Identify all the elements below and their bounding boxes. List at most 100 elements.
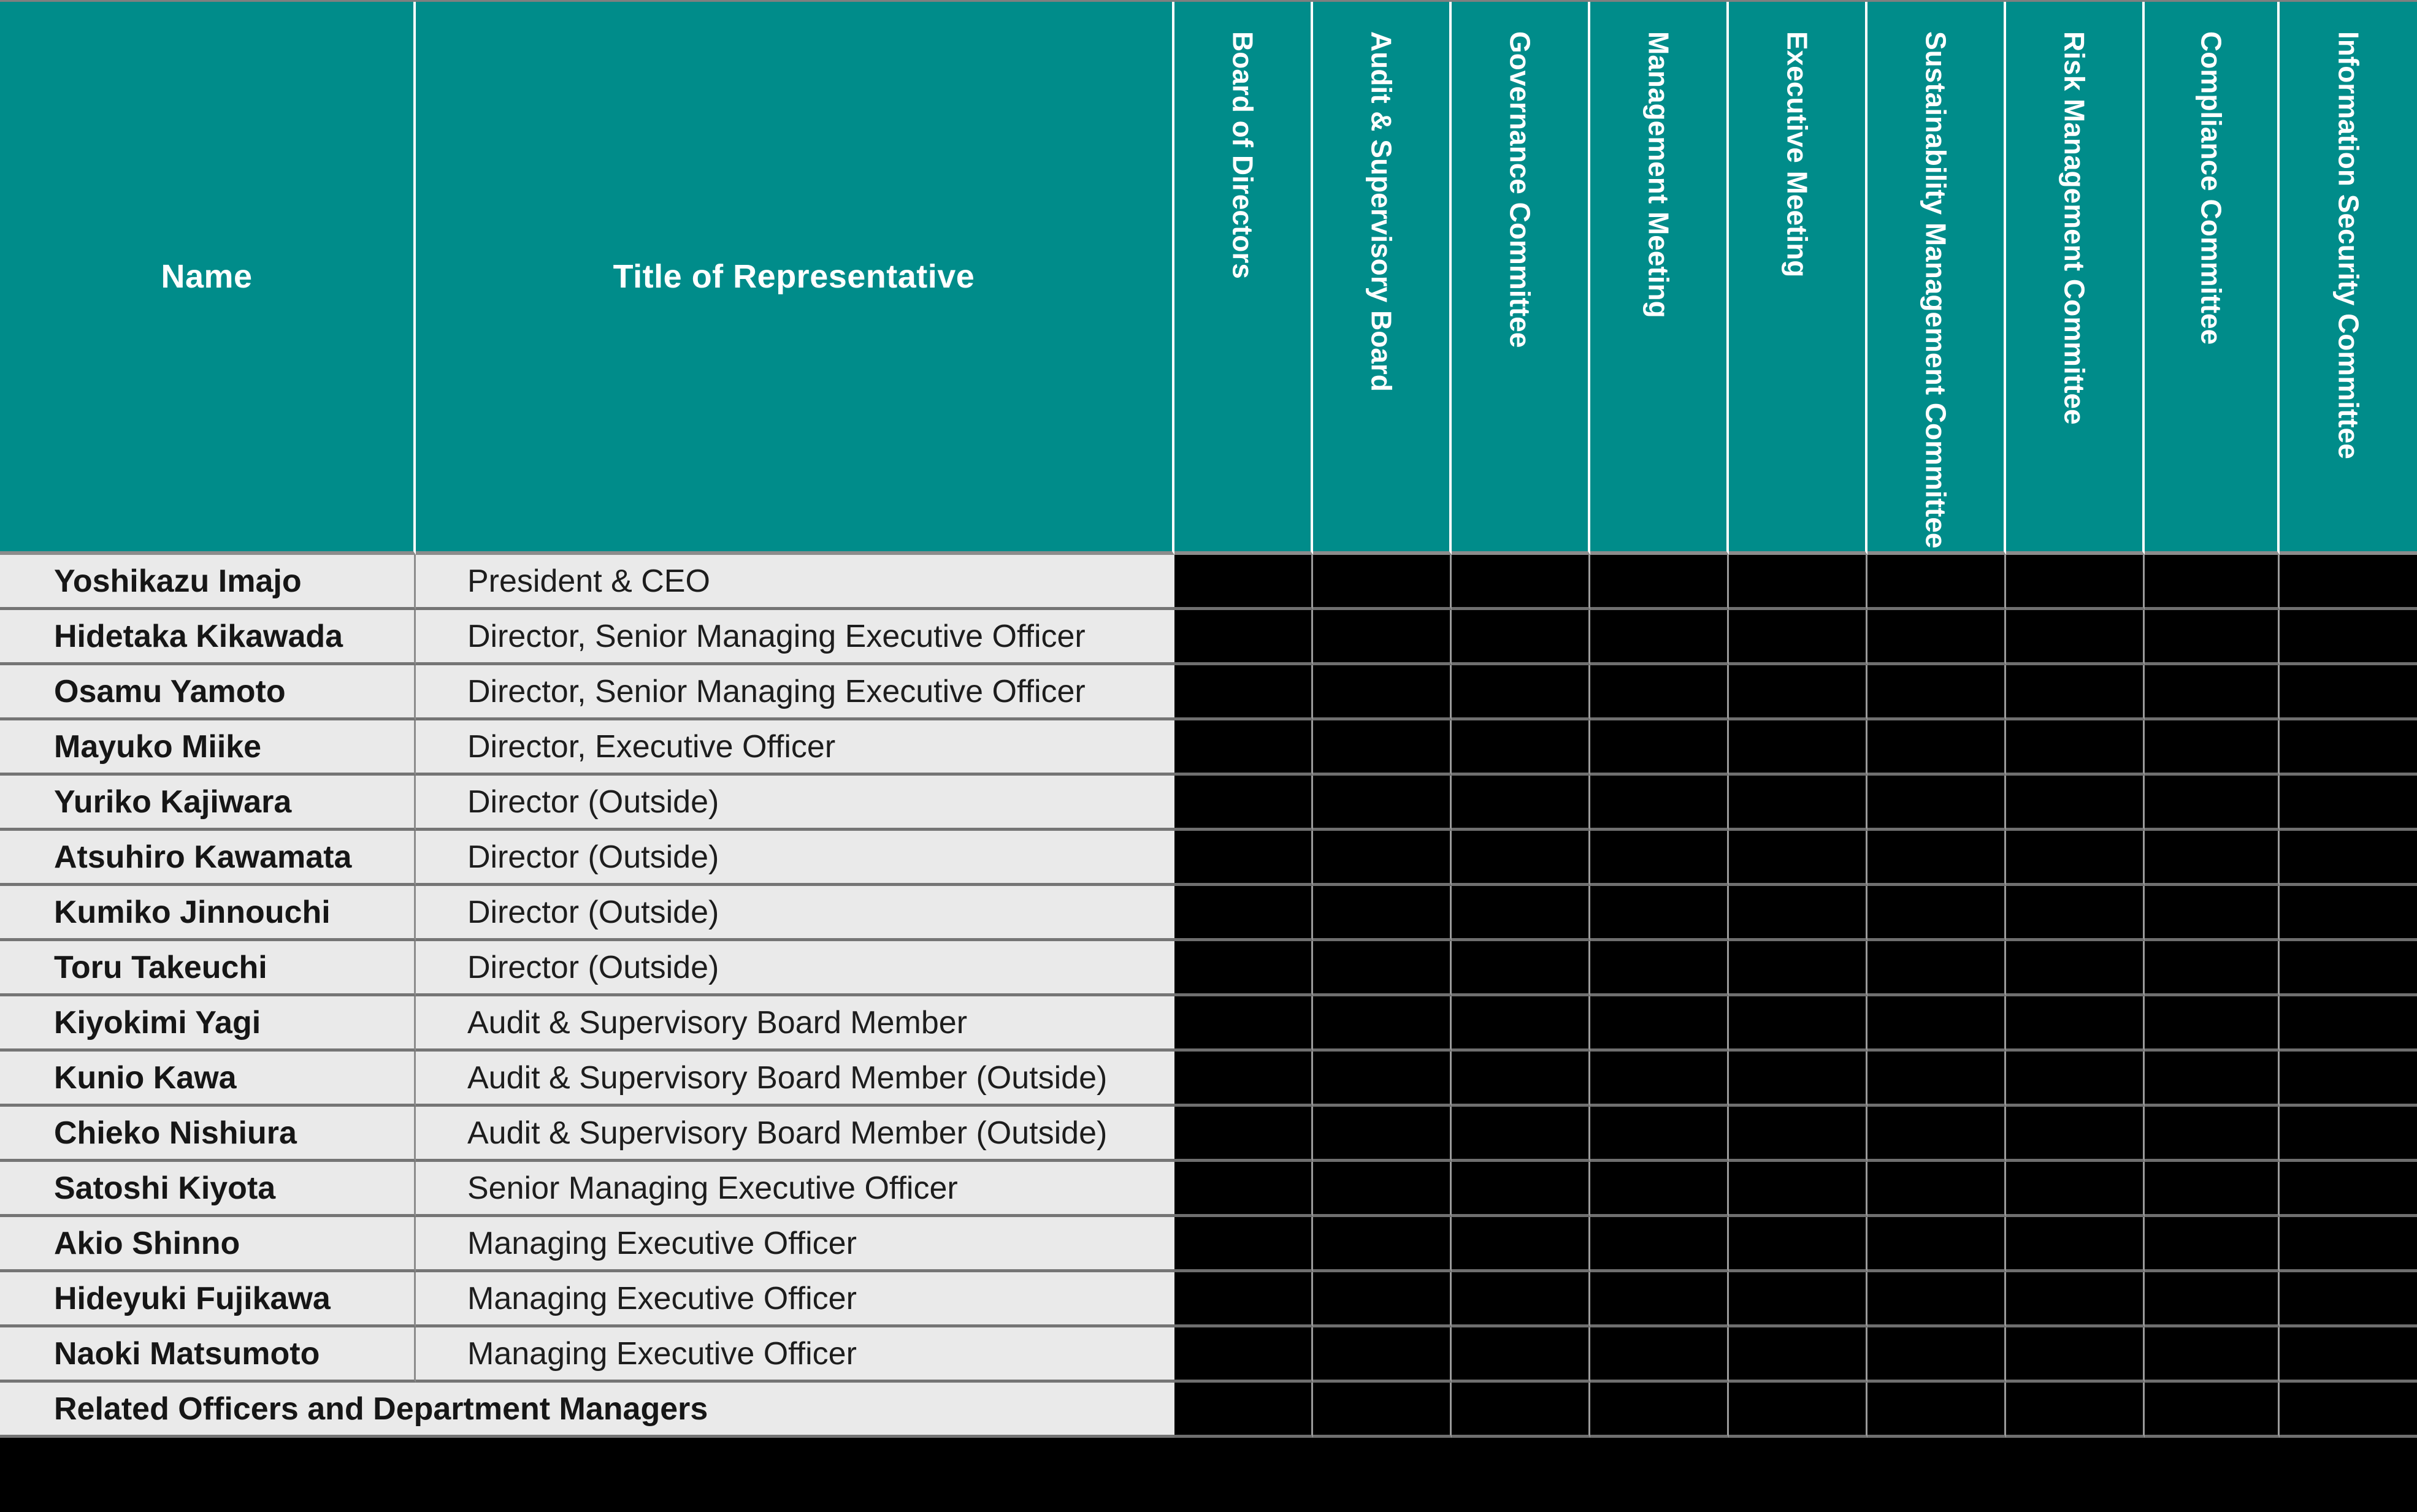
name-cell: Naoki Matsumoto [0,1327,416,1383]
committee-cell [1174,665,1313,720]
committee-cell [1452,1327,1590,1383]
committee-cell [1174,886,1313,941]
bottom-strip [0,1438,2417,1512]
committee-cell [2280,941,2417,996]
col-header-name: Name [0,2,416,555]
committee-cell [1313,610,1452,665]
name-cell: Osamu Yamoto [0,665,416,720]
committee-cell [1452,610,1590,665]
committee-cell [1313,886,1452,941]
committee-cell [2145,665,2280,720]
committee-cell [1452,941,1590,996]
committee-cell [1452,1052,1590,1107]
title-cell: Director (Outside) [416,886,1174,941]
col-header-committee-label: Information Security Committee [2332,31,2365,459]
committee-cell [1867,610,2006,665]
committee-cell [1867,1272,2006,1327]
committee-cell [1590,776,1729,831]
committee-cell [2006,1162,2145,1217]
col-header-committee: Sustainability Management Committee [1867,2,2006,555]
committee-cell [2145,1162,2280,1217]
committee-cell [1590,610,1729,665]
committee-cell [1452,776,1590,831]
committee-cell [1590,1272,1729,1327]
title-cell: Director (Outside) [416,831,1174,886]
name-cell: Toru Takeuchi [0,941,416,996]
committee-cell [1313,1327,1452,1383]
col-header-committee-label: Board of Directors [1227,31,1259,279]
committee-cell [1867,1327,2006,1383]
col-header-committee: Compliance Committee [2145,2,2280,555]
committee-cell [1867,1383,2006,1438]
committee-cell [2145,1272,2280,1327]
committee-cell [1313,831,1452,886]
name-cell: Mayuko Miike [0,720,416,776]
committee-cell [1174,720,1313,776]
committee-cell [1452,1107,1590,1162]
col-header-committee-label: Risk Management Committee [2058,31,2091,425]
committee-cell [2280,665,2417,720]
committee-cell [1590,1162,1729,1217]
committee-cell [2006,776,2145,831]
title-cell: Managing Executive Officer [416,1327,1174,1383]
committee-cell [2006,665,2145,720]
committee-cell [1313,1162,1452,1217]
committee-cell [1313,1052,1452,1107]
committee-cell [1313,996,1452,1052]
col-header-committee-label: Compliance Committee [2195,31,2227,345]
title-cell: Audit & Supervisory Board Member (Outsid… [416,1107,1174,1162]
committee-cell [2145,886,2280,941]
committee-cell [1729,1107,1867,1162]
title-cell: President & CEO [416,555,1174,610]
title-cell: Director (Outside) [416,776,1174,831]
name-cell: Hidetaka Kikawada [0,610,416,665]
committee-cell [2145,1383,2280,1438]
name-cell: Satoshi Kiyota [0,1162,416,1217]
committee-cell [1452,1272,1590,1327]
committee-cell [1590,665,1729,720]
committee-cell [2280,555,2417,610]
committee-cell [1590,941,1729,996]
col-header-committee: Audit & Supervisory Board [1313,2,1452,555]
committee-cell [2280,1162,2417,1217]
committee-cell [1313,555,1452,610]
committee-cell [1867,941,2006,996]
committee-cell [1867,1217,2006,1272]
committee-cell [2145,941,2280,996]
committee-cell [2006,996,2145,1052]
committee-cell [1590,720,1729,776]
committee-cell [1174,1052,1313,1107]
committee-cell [2280,610,2417,665]
col-header-committee-label: Governance Committee [1504,31,1536,348]
committee-cell [2145,610,2280,665]
committee-cell [1729,1162,1867,1217]
committee-cell [1867,996,2006,1052]
committee-cell [1174,776,1313,831]
committee-cell [2145,776,2280,831]
committee-cell [1590,831,1729,886]
committee-cell [1313,720,1452,776]
name-cell: Akio Shinno [0,1217,416,1272]
committee-cell [1867,555,2006,610]
committee-cell [2006,831,2145,886]
name-cell: Yoshikazu Imajo [0,555,416,610]
title-cell: Audit & Supervisory Board Member (Outsid… [416,1052,1174,1107]
committee-cell [2006,1052,2145,1107]
committee-cell [1174,1272,1313,1327]
name-cell: Kiyokimi Yagi [0,996,416,1052]
committee-cell [2006,1107,2145,1162]
committee-cell [2006,886,2145,941]
committee-cell [1313,1107,1452,1162]
committee-cell [2280,1383,2417,1438]
committee-cell [1729,941,1867,996]
title-cell: Director (Outside) [416,941,1174,996]
committee-cell [2280,996,2417,1052]
committee-cell [1590,1107,1729,1162]
committee-cell [1729,665,1867,720]
name-cell: Atsuhiro Kawamata [0,831,416,886]
committee-cell [1452,1162,1590,1217]
committee-cell [2006,610,2145,665]
committee-cell [1867,665,2006,720]
committee-cell [2145,1327,2280,1383]
